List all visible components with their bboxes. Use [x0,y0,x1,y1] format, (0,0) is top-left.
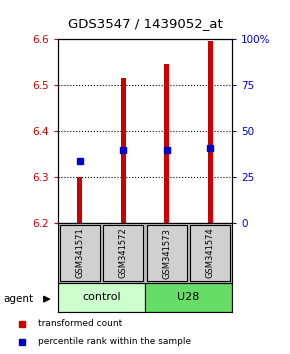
Bar [208,41,213,223]
Bar [147,225,187,281]
Text: GDS3547 / 1439052_at: GDS3547 / 1439052_at [68,17,222,30]
Text: percentile rank within the sample: percentile rank within the sample [38,337,191,346]
Bar [121,78,126,223]
Text: transformed count: transformed count [38,319,122,329]
Text: GSM341571: GSM341571 [75,228,84,279]
Bar [190,225,230,281]
Bar [60,225,100,281]
Text: GSM341572: GSM341572 [119,228,128,279]
Text: GSM341573: GSM341573 [162,228,171,279]
Text: GSM341574: GSM341574 [206,228,215,279]
Bar [58,283,145,312]
Text: agent: agent [3,294,33,304]
Bar [164,64,169,223]
Text: U28: U28 [177,292,200,302]
Bar [145,283,232,312]
Bar [103,225,143,281]
Text: control: control [82,292,121,302]
Bar [77,177,82,223]
